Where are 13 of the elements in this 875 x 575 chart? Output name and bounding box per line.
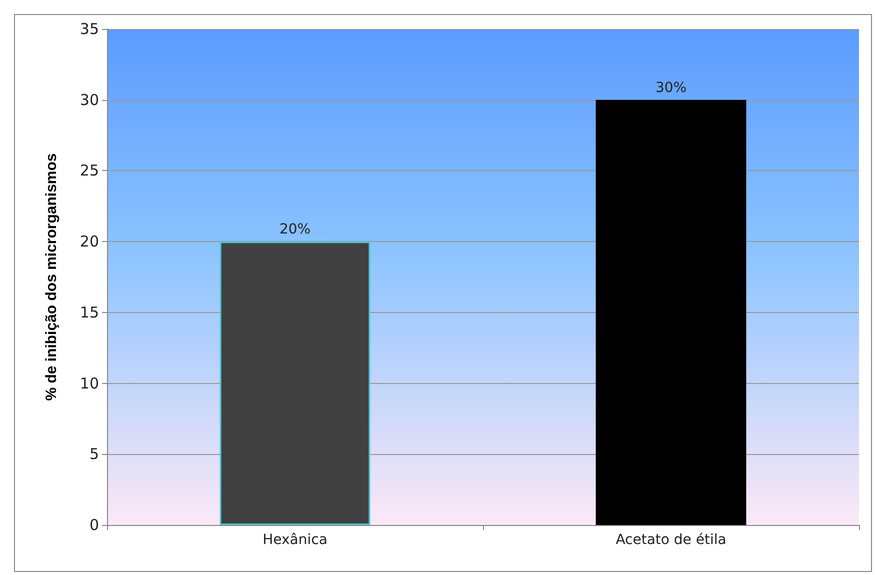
y-tick-label: 0 [89, 516, 99, 534]
data-label: 30% [655, 80, 687, 96]
y-tick-label: 35 [80, 20, 99, 38]
x-tick-label: Acetato de étila [616, 532, 726, 548]
y-tick-label: 5 [89, 445, 99, 464]
y-axis-title: % de inibição dos microrganismos [43, 153, 60, 401]
x-tick-label: Hexânica [262, 532, 328, 548]
y-tick-label: 30 [80, 90, 99, 109]
y-tick-label: 20 [80, 232, 99, 251]
y-tick-label: 10 [80, 374, 99, 392]
y-tick-label: 15 [80, 303, 99, 322]
data-label: 20% [279, 222, 311, 238]
y-tick-label: 25 [80, 162, 99, 180]
